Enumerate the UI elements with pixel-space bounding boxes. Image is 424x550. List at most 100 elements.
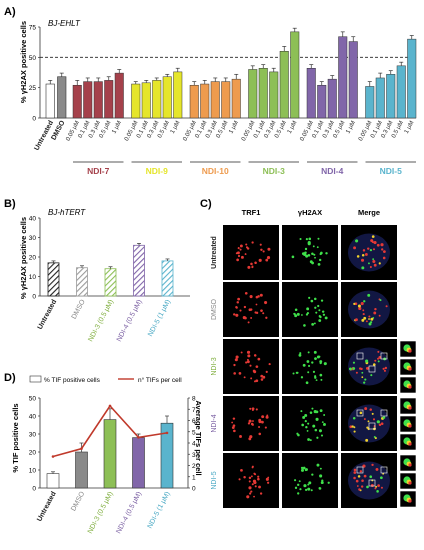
- a-dose-label: 0.05 μM: [65, 120, 81, 142]
- c-focus-dot: [372, 248, 376, 251]
- b-ytick-label: 20: [29, 255, 37, 262]
- c-focus-dot: [264, 300, 268, 305]
- panel-b: B) BJ-hTERT % γH2AX positive cells 0 10 20…: [4, 198, 190, 343]
- c-focus-dot: [377, 350, 380, 353]
- a-dose-label: 0.05 μM: [124, 120, 140, 142]
- c-focus-dot: [379, 476, 383, 480]
- c-focus-dot: [315, 311, 318, 314]
- c-focus-dot: [368, 318, 370, 320]
- c-focus-dot: [262, 312, 265, 315]
- c-column-header: Merge: [358, 208, 380, 217]
- c-zoom-box: [368, 422, 376, 430]
- c-focus-dot: [250, 262, 253, 266]
- c-focus-dot: [257, 357, 261, 361]
- c-focus-dot: [246, 360, 250, 364]
- a-bar: [327, 78, 337, 119]
- a-dose-label: 0.05 μM: [182, 120, 198, 142]
- c-focus-dot: [253, 354, 257, 357]
- b-bar: [133, 244, 145, 297]
- d-bar: [103, 419, 117, 489]
- c-focus-dot: [353, 430, 356, 433]
- c-focus-dot: [359, 411, 363, 415]
- c-zoom-red: [408, 406, 412, 410]
- b-ytick-label: 10: [29, 274, 37, 281]
- a-bar: [248, 69, 258, 119]
- c-focus-dot: [307, 422, 310, 425]
- c-focus-dot: [317, 262, 321, 266]
- c-focus-dot: [257, 477, 260, 481]
- c-focus-dot: [253, 495, 255, 498]
- d-line-point: [108, 404, 112, 408]
- c-focus-dot: [310, 489, 313, 492]
- c-focus-dot: [321, 421, 324, 424]
- c-focus-dot: [258, 432, 262, 436]
- c-focus-dot: [381, 248, 384, 251]
- c-focus-dot: [352, 367, 356, 370]
- c-focus-dot: [380, 422, 384, 426]
- c-focus-dot: [312, 245, 315, 248]
- c-focus-dot: [308, 237, 312, 241]
- c-focus-dot: [258, 485, 261, 489]
- a-dose-label: 1 μM: [170, 120, 182, 135]
- c-focus-dot: [307, 438, 310, 441]
- c-focus-dot: [360, 485, 364, 488]
- c-focus-dot: [370, 374, 373, 377]
- c-focus-dot: [307, 351, 310, 354]
- c-focus-dot: [375, 485, 378, 488]
- a-group-label: NDI-10: [202, 166, 229, 176]
- c-focus-dot: [364, 253, 368, 256]
- c-focus-dot: [307, 371, 310, 374]
- c-focus-dot: [309, 260, 313, 264]
- c-focus-dot: [372, 363, 376, 366]
- c-focus-dot: [316, 246, 319, 249]
- d-ytick-label: 10: [29, 468, 37, 475]
- c-focus-dot: [254, 311, 257, 314]
- c-focus-dot: [314, 256, 316, 259]
- c-focus-dot: [306, 430, 309, 432]
- d-category-label: DMSO: [70, 490, 86, 512]
- a-bar: [348, 41, 358, 119]
- c-focus-dot: [240, 351, 243, 354]
- d-category-label: NDI-5 (1 μM): [147, 491, 172, 530]
- a-bar: [141, 82, 151, 119]
- c-focus-dot: [367, 293, 371, 297]
- c-focus-dot: [294, 486, 298, 490]
- c-focus-dot: [247, 321, 250, 324]
- c-focus-dot: [251, 465, 254, 468]
- c-focus-dot: [313, 253, 316, 256]
- c-focus-dot: [313, 322, 316, 325]
- b-bar: [161, 260, 174, 297]
- a-bar: [258, 68, 268, 119]
- c-focus-dot: [369, 475, 373, 479]
- c-focus-dot: [306, 307, 310, 311]
- c-focus-dot: [319, 474, 323, 478]
- c-focus-dot: [248, 308, 252, 312]
- c-focus-dot: [312, 424, 316, 428]
- c-focus-dot: [365, 438, 369, 442]
- c-focus-dot: [354, 318, 358, 322]
- c-focus-dot: [365, 320, 368, 323]
- c-focus-dot: [302, 416, 306, 419]
- c-focus-dot: [237, 254, 241, 258]
- c-focus-dot: [361, 318, 365, 322]
- c-focus-dot: [247, 265, 251, 269]
- panel-b-subtitle: BJ-hTERT: [48, 208, 86, 217]
- c-focus-dot: [294, 479, 297, 482]
- c-focus-dot: [318, 487, 322, 490]
- c-focus-dot: [245, 246, 249, 249]
- a-ytick-label: 0: [32, 116, 36, 123]
- c-focus-dot: [300, 466, 304, 470]
- c-focus-dot: [255, 295, 259, 299]
- c-focus-dot: [369, 265, 372, 269]
- d-category-label: NDI-4 (0.5 μM): [115, 491, 143, 535]
- c-focus-dot: [266, 414, 269, 417]
- c-focus-dot: [308, 481, 312, 485]
- c-focus-dot: [235, 306, 238, 309]
- c-zoom-box: [368, 365, 376, 373]
- c-focus-dot: [320, 378, 323, 381]
- c-focus-dot: [292, 372, 295, 375]
- c-focus-dot: [377, 484, 380, 488]
- c-focus-dot: [237, 297, 241, 301]
- d-y2tick-label: 0: [192, 486, 196, 493]
- c-column-header: TRF1: [242, 208, 261, 217]
